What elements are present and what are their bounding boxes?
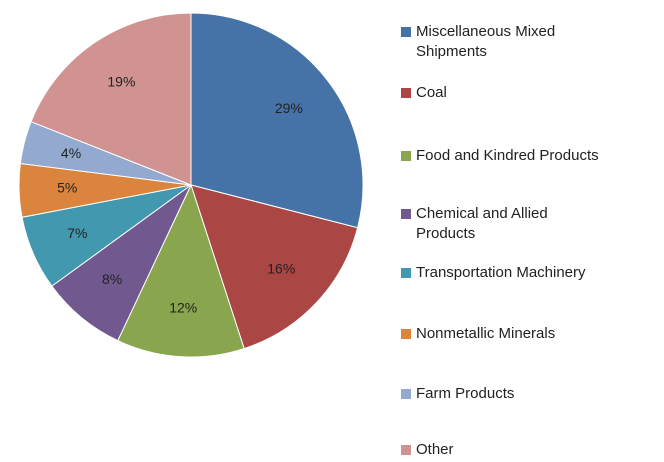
legend-swatch	[401, 209, 411, 219]
pie-slice	[30, 12, 192, 186]
legend-swatch	[401, 329, 411, 339]
legend-label: Other	[416, 441, 454, 458]
legend-item: Chemical and Allied Products	[401, 204, 609, 244]
chart: 29% 16% 12% 8% 7% 5% 4% 19%	[18, 12, 364, 358]
data-label: 7%	[67, 225, 87, 241]
legend-label: Transportation Machinery	[416, 264, 586, 281]
pie-slice	[190, 184, 359, 350]
legend-label: Food and Kindred Products	[416, 147, 599, 164]
data-label: 8%	[102, 271, 122, 287]
legend-item: Other	[401, 440, 609, 460]
legend-item: Farm Products	[401, 384, 609, 404]
data-label: 29%	[275, 100, 303, 116]
data-label: 12%	[169, 299, 197, 315]
legend-label: Coal	[416, 84, 447, 101]
legend-swatch	[401, 268, 411, 278]
legend-item: Transportation Machinery	[401, 263, 609, 283]
legend-label: Farm Products	[416, 385, 515, 402]
data-label: 19%	[107, 73, 135, 89]
legend-item: Miscellaneous Mixed Shipments	[401, 22, 609, 62]
legend-item: Food and Kindred Products	[401, 146, 609, 166]
legend-item: Nonmetallic Minerals	[401, 324, 609, 344]
legend-swatch	[401, 389, 411, 399]
legend-swatch	[401, 445, 411, 455]
legend-swatch	[401, 151, 411, 161]
legend-label: Nonmetallic Minerals	[416, 325, 556, 342]
pie-slice	[190, 12, 364, 229]
data-label: 16%	[267, 260, 295, 276]
data-label: 4%	[61, 145, 81, 161]
legend-swatch	[401, 88, 411, 98]
legend-swatch	[401, 27, 411, 37]
data-label: 5%	[57, 180, 77, 196]
legend-label: Chemical and Allied Products	[416, 205, 548, 242]
pie-slice	[117, 183, 245, 358]
legend-label: Miscellaneous Mixed Shipments	[416, 23, 556, 60]
legend-item: Coal	[401, 83, 609, 103]
